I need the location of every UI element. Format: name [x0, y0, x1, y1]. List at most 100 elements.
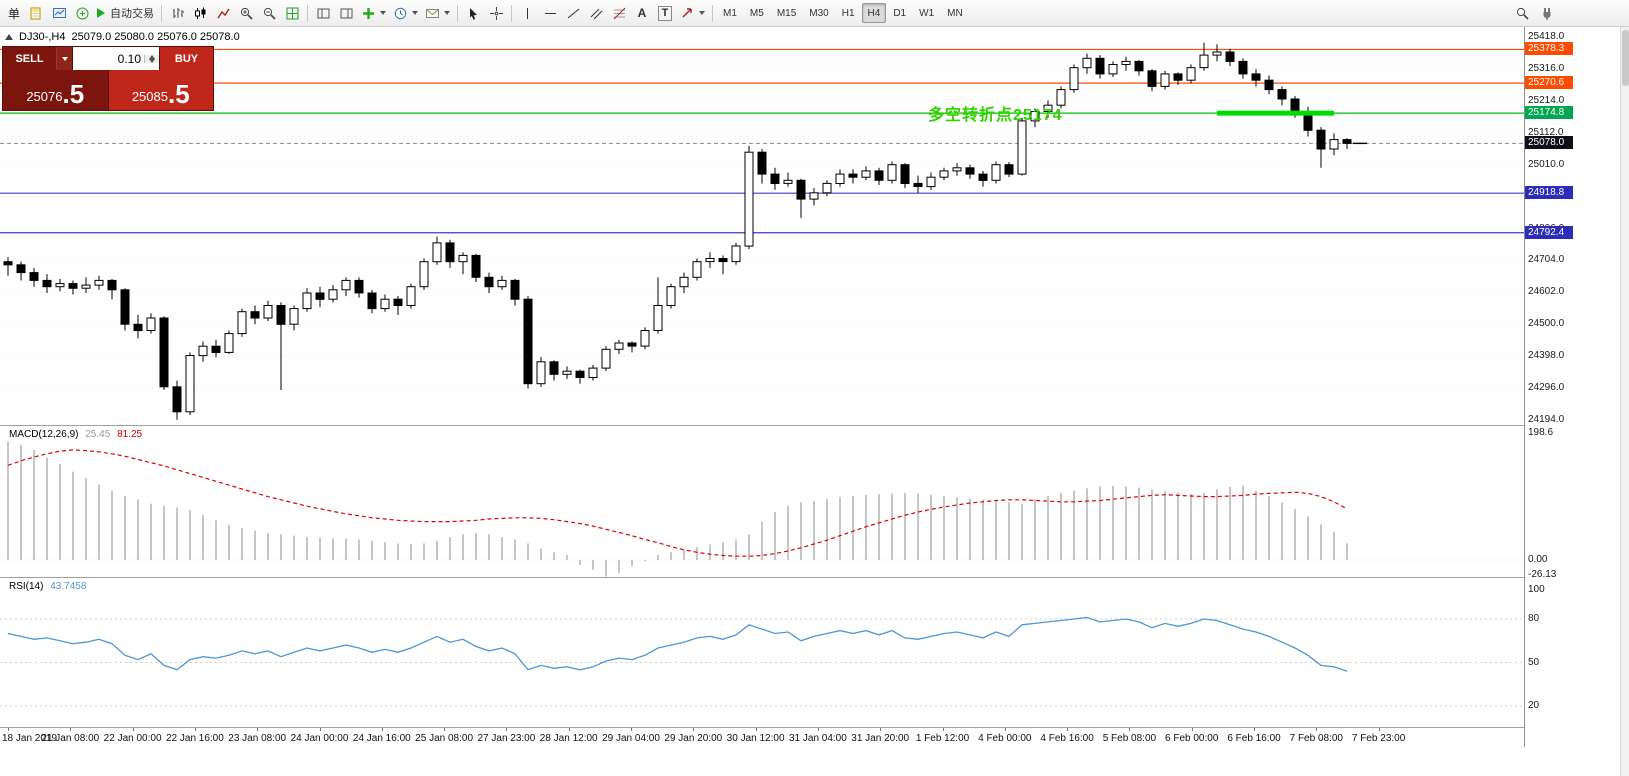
time-axis-tick	[817, 728, 819, 731]
split-window-left-button[interactable]	[312, 2, 334, 24]
timeframe-button-w1[interactable]: W1	[919, 7, 935, 19]
time-axis-label: 4 Feb 00:00	[978, 733, 1032, 744]
chart-window-button[interactable]	[48, 2, 70, 24]
volume-increase-button[interactable]	[145, 54, 159, 59]
chart-header: DJ30-,H4 25079.0 25080.0 25076.0 25078.0	[5, 31, 240, 43]
autotrading-button[interactable]: 自动交易	[94, 2, 157, 24]
split-window-right-button[interactable]	[335, 2, 357, 24]
templates-button[interactable]	[422, 2, 453, 24]
connection-button[interactable]	[1537, 2, 1559, 24]
metaeditor-icon	[76, 7, 89, 19]
macd-axis-label: -26.13	[1528, 568, 1557, 580]
volume-input[interactable]: 0.10	[117, 51, 141, 66]
tile-windows-button[interactable]	[281, 2, 303, 24]
macd-panel-canvas[interactable]	[0, 427, 1524, 577]
timeframe-button-m5[interactable]: M5	[749, 7, 764, 19]
time-axis-label: 5 Feb 08:00	[1102, 733, 1157, 744]
volume-field: 0.10	[73, 47, 159, 70]
scrollbar-thumb[interactable]	[1622, 30, 1629, 86]
shapes-button[interactable]	[677, 2, 708, 24]
zoom-in-button[interactable]	[235, 2, 257, 24]
cursor-button[interactable]	[462, 2, 484, 24]
sell-button[interactable]: SELL	[3, 47, 57, 70]
zoom-in-icon	[240, 7, 253, 20]
panel-splitter[interactable]	[0, 425, 1620, 426]
bar-chart-button[interactable]	[166, 2, 188, 24]
crosshair-button[interactable]	[485, 2, 507, 24]
trade-panel-toggle-icon[interactable]	[5, 34, 13, 40]
macd-name: MACD(12,26,9)	[9, 429, 79, 440]
price-axis-label: 24602.0	[1528, 286, 1565, 298]
sell-price-pips: .5	[62, 79, 85, 109]
time-axis-label: 1 Feb 12:00	[915, 733, 970, 744]
panel-splitter[interactable]	[0, 577, 1620, 578]
one-click-trading-panel: SELL 0.10 BUY 25076 .5 25085 .5	[2, 46, 214, 111]
volume-decrease-button[interactable]	[145, 58, 159, 63]
new-order-button[interactable]	[25, 2, 47, 24]
horizontal-line-button[interactable]	[539, 2, 561, 24]
time-axis-label: 4 Feb 16:00	[1040, 733, 1094, 744]
rsi-axis-label: 20	[1528, 700, 1540, 711]
candlestick-chart-button[interactable]	[189, 2, 211, 24]
trade-panel-price-row: 25076 .5 25085 .5	[3, 70, 213, 110]
time-axis-label: 6 Feb 00:00	[1165, 733, 1219, 744]
time-axis-label: 7 Feb 23:00	[1351, 733, 1406, 744]
buy-button[interactable]: BUY	[159, 47, 213, 70]
sell-dropdown-button[interactable]	[57, 47, 73, 70]
timeframe-button-mn[interactable]: MN	[947, 7, 963, 19]
time-axis-tick	[1316, 728, 1318, 731]
time-axis-label: 23 Jan 08:00	[228, 733, 287, 744]
dropdown-arrow-icon	[380, 11, 387, 15]
timeframe-button-m30[interactable]: M30	[809, 7, 829, 19]
menu-label[interactable]: 单	[8, 6, 21, 21]
line-chart-button[interactable]	[212, 2, 234, 24]
timeframe-button-h1[interactable]: H1	[841, 7, 855, 19]
horizontal-line-icon	[544, 12, 556, 14]
chart-symbol-label: DJ30-,H4	[19, 31, 66, 43]
equidistant-channel-button[interactable]	[585, 2, 607, 24]
crosshair-icon	[489, 6, 503, 20]
timeframe-button-m15[interactable]: M15	[776, 7, 797, 19]
vertical-scrollbar[interactable]	[1620, 0, 1629, 776]
periods-button[interactable]	[390, 2, 421, 24]
rsi-name: RSI(14)	[9, 581, 44, 592]
zoom-out-button[interactable]	[258, 2, 280, 24]
horizontal-levels-layer	[0, 48, 1524, 234]
rsi-panel-canvas[interactable]	[0, 579, 1524, 727]
add-indicator-icon	[363, 7, 375, 19]
equidistant-channel-icon	[590, 8, 602, 19]
buy-price-button[interactable]: 25085 .5	[108, 70, 213, 110]
time-axis-tick	[755, 728, 757, 731]
buy-price-main: 25085	[131, 89, 168, 104]
text-label-button[interactable]: T	[654, 2, 676, 24]
add-indicator-button[interactable]	[358, 2, 389, 24]
toolbar-separator	[511, 4, 513, 22]
tile-windows-icon	[286, 7, 299, 19]
vertical-line-button[interactable]	[516, 2, 538, 24]
toolbar-separator	[712, 4, 714, 22]
time-axis-label: 24 Jan 16:00	[352, 733, 411, 744]
price-chart-canvas[interactable]	[0, 27, 1524, 425]
time-axis-label: 24 Jan 00:00	[290, 733, 349, 744]
bar-chart-icon	[172, 7, 184, 18]
trendline-button[interactable]	[562, 2, 584, 24]
timeframe-group: M1 M5 M15 M30 H1 H4 D1 W1 MN	[717, 3, 969, 23]
price-axis-label: 24398.0	[1528, 350, 1565, 362]
dropdown-arrow-icon	[412, 11, 419, 15]
price-axis: 25418.025316.025214.025112.025010.024908…	[1525, 0, 1620, 747]
sell-price-button[interactable]: 25076 .5	[3, 70, 109, 110]
metaeditor-button[interactable]	[71, 2, 93, 24]
timeframe-button-d1[interactable]: D1	[893, 7, 907, 19]
fibonacci-button[interactable]	[608, 2, 630, 24]
time-axis-tick	[8, 728, 9, 731]
arrow-up-icon	[149, 54, 155, 59]
autotrading-play-icon	[97, 8, 106, 18]
search-button[interactable]	[1511, 2, 1533, 24]
time-axis-label: 18 Jan 2019	[2, 733, 58, 744]
timeframe-button-h4[interactable]: H4	[861, 3, 887, 23]
price-axis-label: 24500.0	[1528, 318, 1565, 330]
price-axis-label: 25316.0	[1528, 62, 1565, 74]
text-button[interactable]: A	[631, 2, 653, 24]
timeframe-button-m1[interactable]: M1	[723, 7, 737, 19]
time-axis-tick	[693, 728, 695, 731]
